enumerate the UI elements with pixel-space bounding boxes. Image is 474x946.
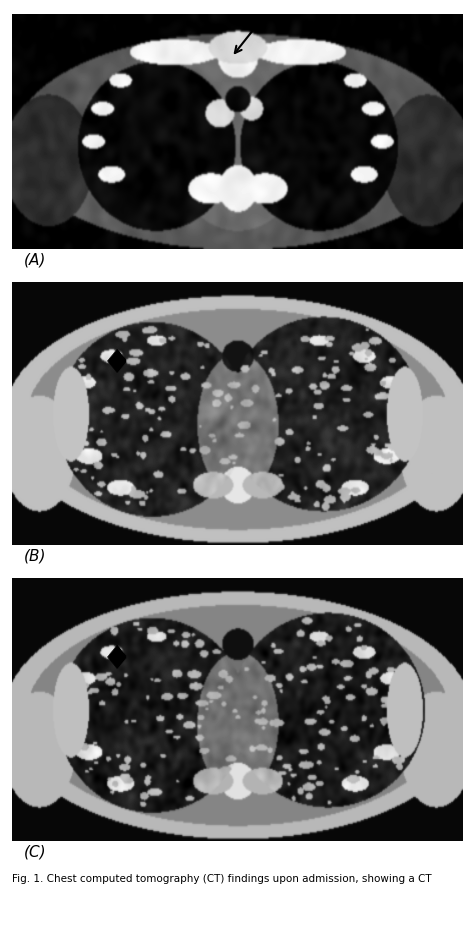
Text: (B): (B) xyxy=(24,549,46,564)
Text: (A): (A) xyxy=(24,253,46,268)
Text: (C): (C) xyxy=(24,845,46,860)
Text: Fig. 1. Chest computed tomography (CT) findings upon admission, showing a CT: Fig. 1. Chest computed tomography (CT) f… xyxy=(12,874,431,885)
